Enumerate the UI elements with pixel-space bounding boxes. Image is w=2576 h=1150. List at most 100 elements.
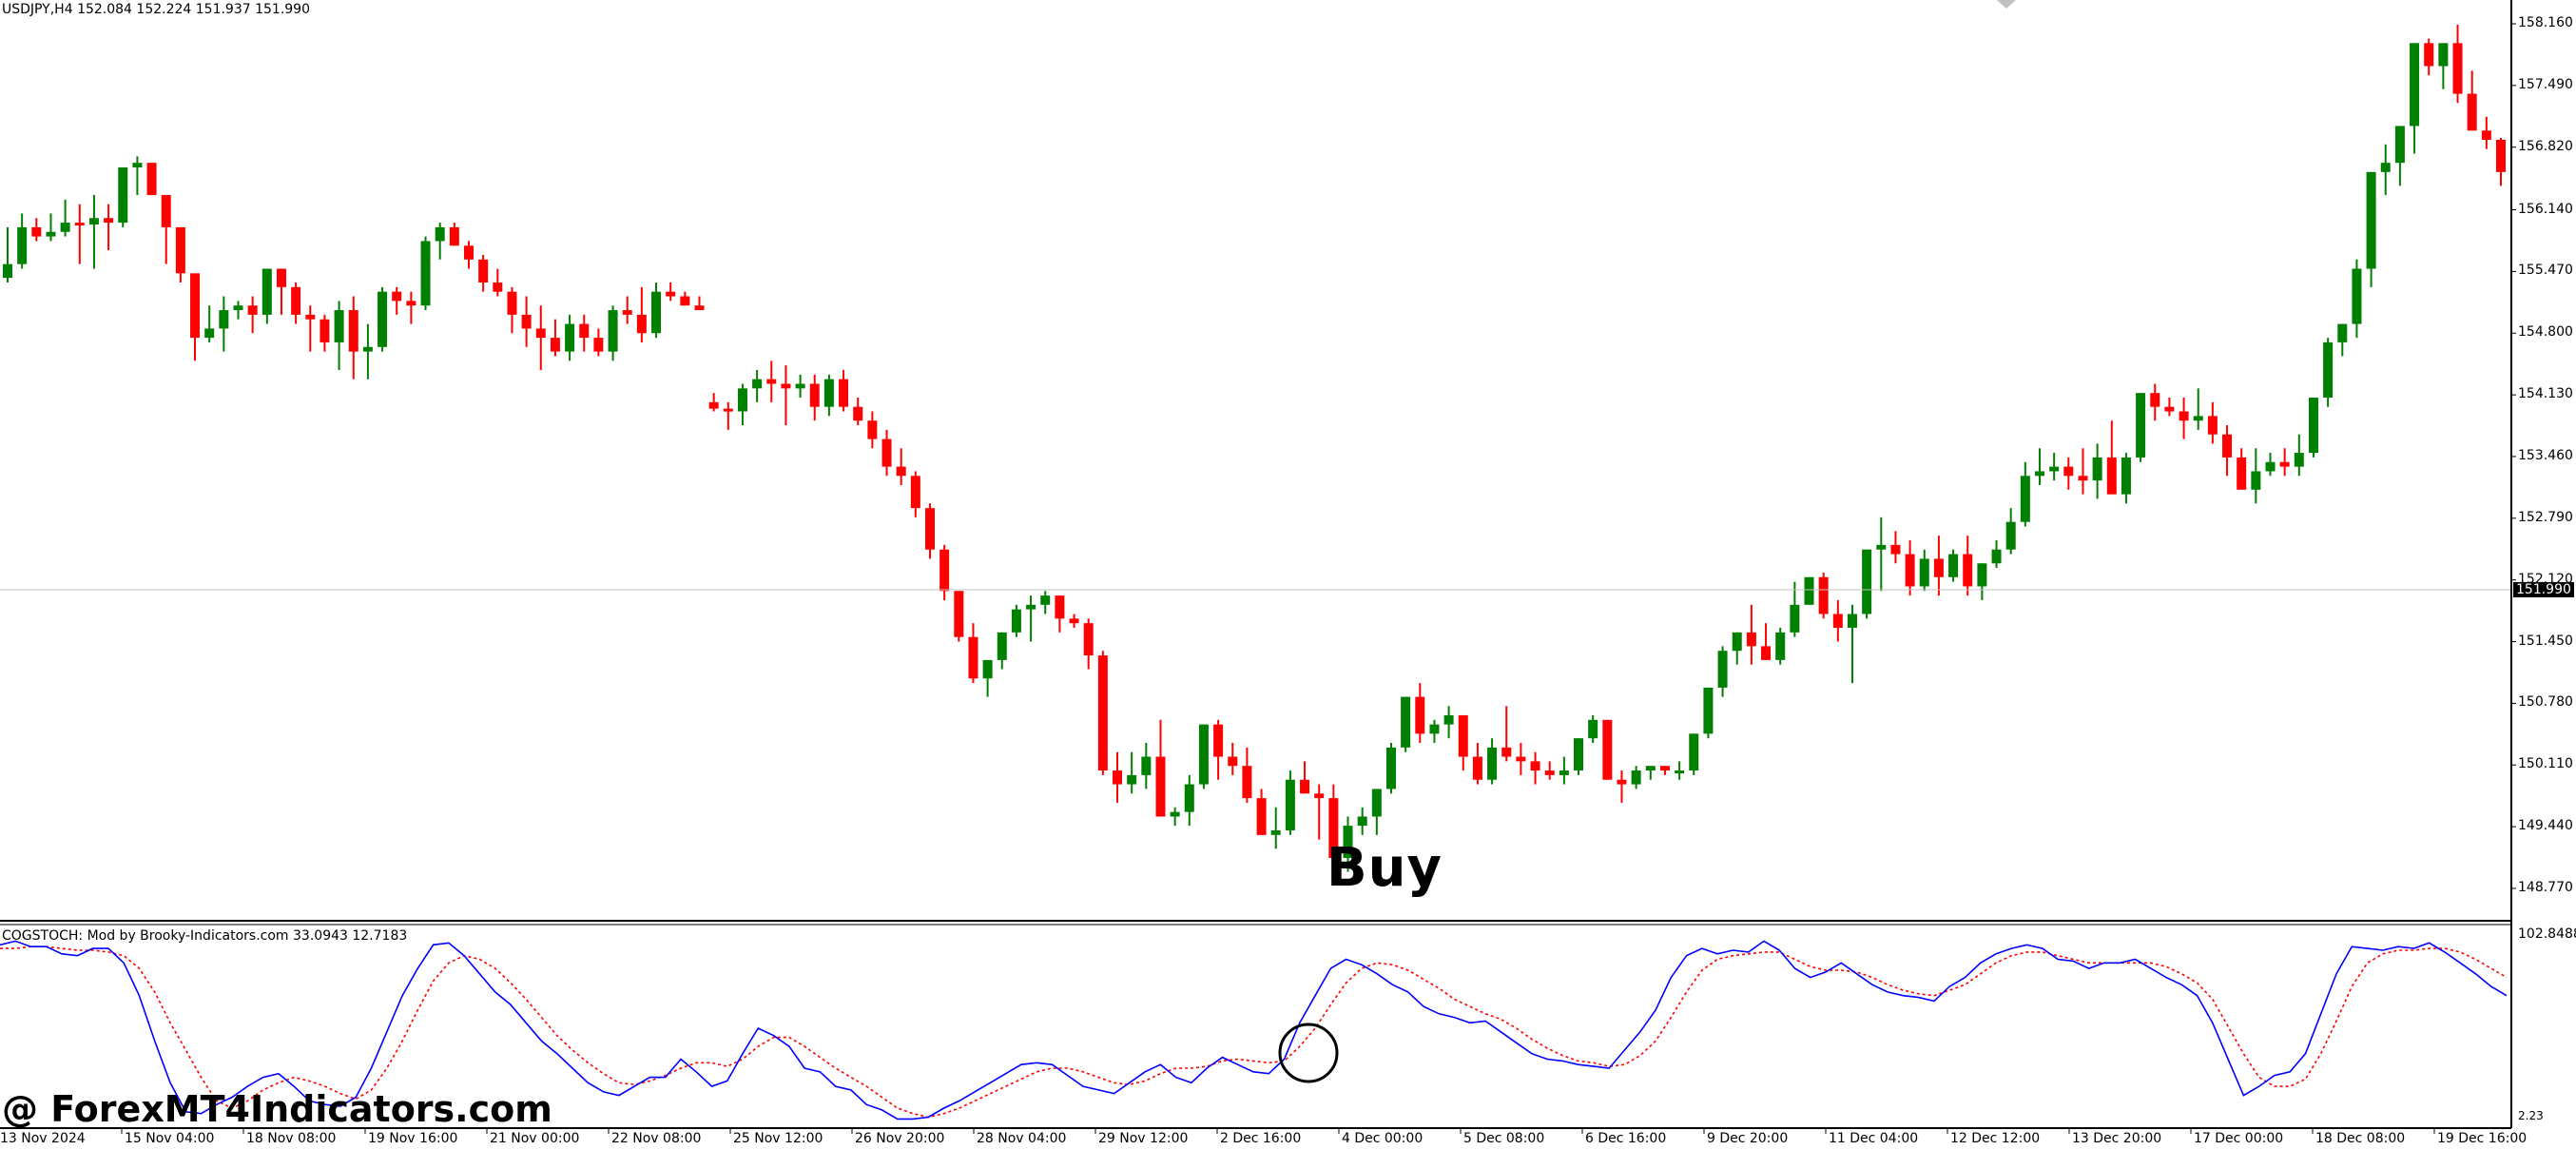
price-tick-label: 149.440 (2518, 818, 2573, 834)
candle-body (521, 314, 532, 329)
candle-body (247, 305, 258, 315)
candle-body (680, 296, 690, 306)
candle-body (1876, 544, 1887, 550)
candle-body (1011, 609, 1021, 633)
candle-body (1832, 614, 1843, 629)
candle-body (406, 301, 416, 306)
candle-body (823, 379, 834, 407)
candle-body (1933, 558, 1944, 577)
price-tick-label: 158.160 (2518, 15, 2573, 30)
candle-body (737, 388, 747, 412)
candle-body (175, 226, 185, 274)
candle-body (636, 314, 647, 334)
price-tick-label: 150.110 (2518, 756, 2573, 772)
time-tick-label: 25 Nov 12:00 (733, 1131, 823, 1146)
time-tick-label: 19 Nov 16:00 (368, 1131, 458, 1146)
candle-body (1270, 829, 1281, 835)
candle-body (60, 223, 70, 232)
candle-body (2438, 43, 2449, 67)
candle-body (1083, 623, 1094, 656)
price-tick-label: 156.140 (2518, 201, 2573, 217)
candle-body (1559, 770, 1569, 775)
candle-body (982, 659, 993, 679)
time-tick-label: 18 Dec 08:00 (2315, 1131, 2406, 1146)
candle-body (1847, 614, 1857, 629)
candle-body (1919, 558, 1929, 587)
candle-body (1862, 549, 1872, 614)
candle-body (1429, 724, 1440, 734)
candle-body (809, 383, 820, 407)
candle-body (1113, 770, 1123, 785)
price-tick-label: 154.130 (2518, 386, 2573, 402)
candle-body (1991, 549, 2002, 564)
candle-body (1213, 724, 1224, 757)
candle-body (1357, 816, 1367, 827)
candle-body (1256, 798, 1267, 835)
candle-body (997, 632, 1007, 660)
candle-body (708, 401, 719, 409)
candle-body (1127, 774, 1137, 785)
candle-body (968, 636, 978, 679)
candle-body (1544, 770, 1555, 775)
candle-body (1198, 724, 1209, 785)
candle-body (1487, 747, 1498, 780)
candle-body (2366, 171, 2376, 269)
candle-body (2380, 163, 2391, 172)
candle-body (2121, 457, 2131, 495)
candle-body (1818, 576, 1829, 614)
candle-body (46, 231, 56, 237)
candle-body (1343, 826, 1353, 859)
candle-body (1717, 651, 1728, 688)
candle-body (1804, 576, 1814, 605)
candle-body (2092, 457, 2102, 481)
candle-body (1026, 604, 1036, 610)
time-tick-label: 2 Dec 16:00 (1220, 1131, 1302, 1146)
candle-body (2164, 406, 2175, 412)
time-tick-label: 15 Nov 04:00 (125, 1131, 215, 1146)
price-tick-label: 153.460 (2518, 447, 2573, 463)
candle-body (939, 549, 950, 592)
candle-body (781, 383, 791, 389)
candle-body (261, 268, 272, 315)
price-candles (3, 24, 2506, 887)
candle-body (2035, 471, 2045, 477)
buy-annotation: Buy (1327, 837, 1443, 899)
candle-body (2294, 453, 2304, 467)
chart-shift-marker-icon[interactable] (1997, 0, 2016, 9)
candle-body (1314, 793, 1325, 799)
candle-body (881, 439, 892, 467)
candle-body (2150, 393, 2160, 407)
candle-body (435, 226, 445, 242)
candle-body (161, 195, 171, 227)
price-tick-label: 156.820 (2518, 138, 2573, 154)
candle-body (1228, 756, 1238, 767)
candle-body (593, 338, 604, 352)
candle-body (17, 226, 28, 264)
price-tick-label: 152.790 (2518, 509, 2573, 525)
buy-signal-circle (1278, 1023, 1339, 1083)
candle-body (362, 346, 373, 352)
candle-body (766, 379, 777, 384)
candle-body (1040, 595, 1051, 605)
candle-body (88, 218, 99, 225)
candle-body (478, 259, 489, 283)
price-tick-label: 155.470 (2518, 263, 2573, 279)
candle-body (1775, 632, 1786, 660)
candle-body (694, 305, 705, 311)
candle-body (2063, 466, 2074, 477)
time-tick-label: 13 Dec 20:00 (2072, 1131, 2162, 1146)
time-tick-label: 6 Dec 16:00 (1585, 1131, 1667, 1146)
candle-body (1155, 756, 1166, 817)
candle-body (2222, 434, 2233, 458)
candle-body (449, 226, 459, 246)
candle-body (1385, 747, 1396, 789)
candle-body (1645, 766, 1656, 771)
candle-body (550, 338, 560, 352)
candle-body (334, 310, 344, 342)
time-axis-ticks (121, 1128, 2435, 1134)
time-tick-label: 28 Nov 04:00 (977, 1131, 1067, 1146)
candle-body (2106, 457, 2117, 495)
candle-body (305, 314, 316, 320)
candle-body (1530, 761, 1540, 771)
